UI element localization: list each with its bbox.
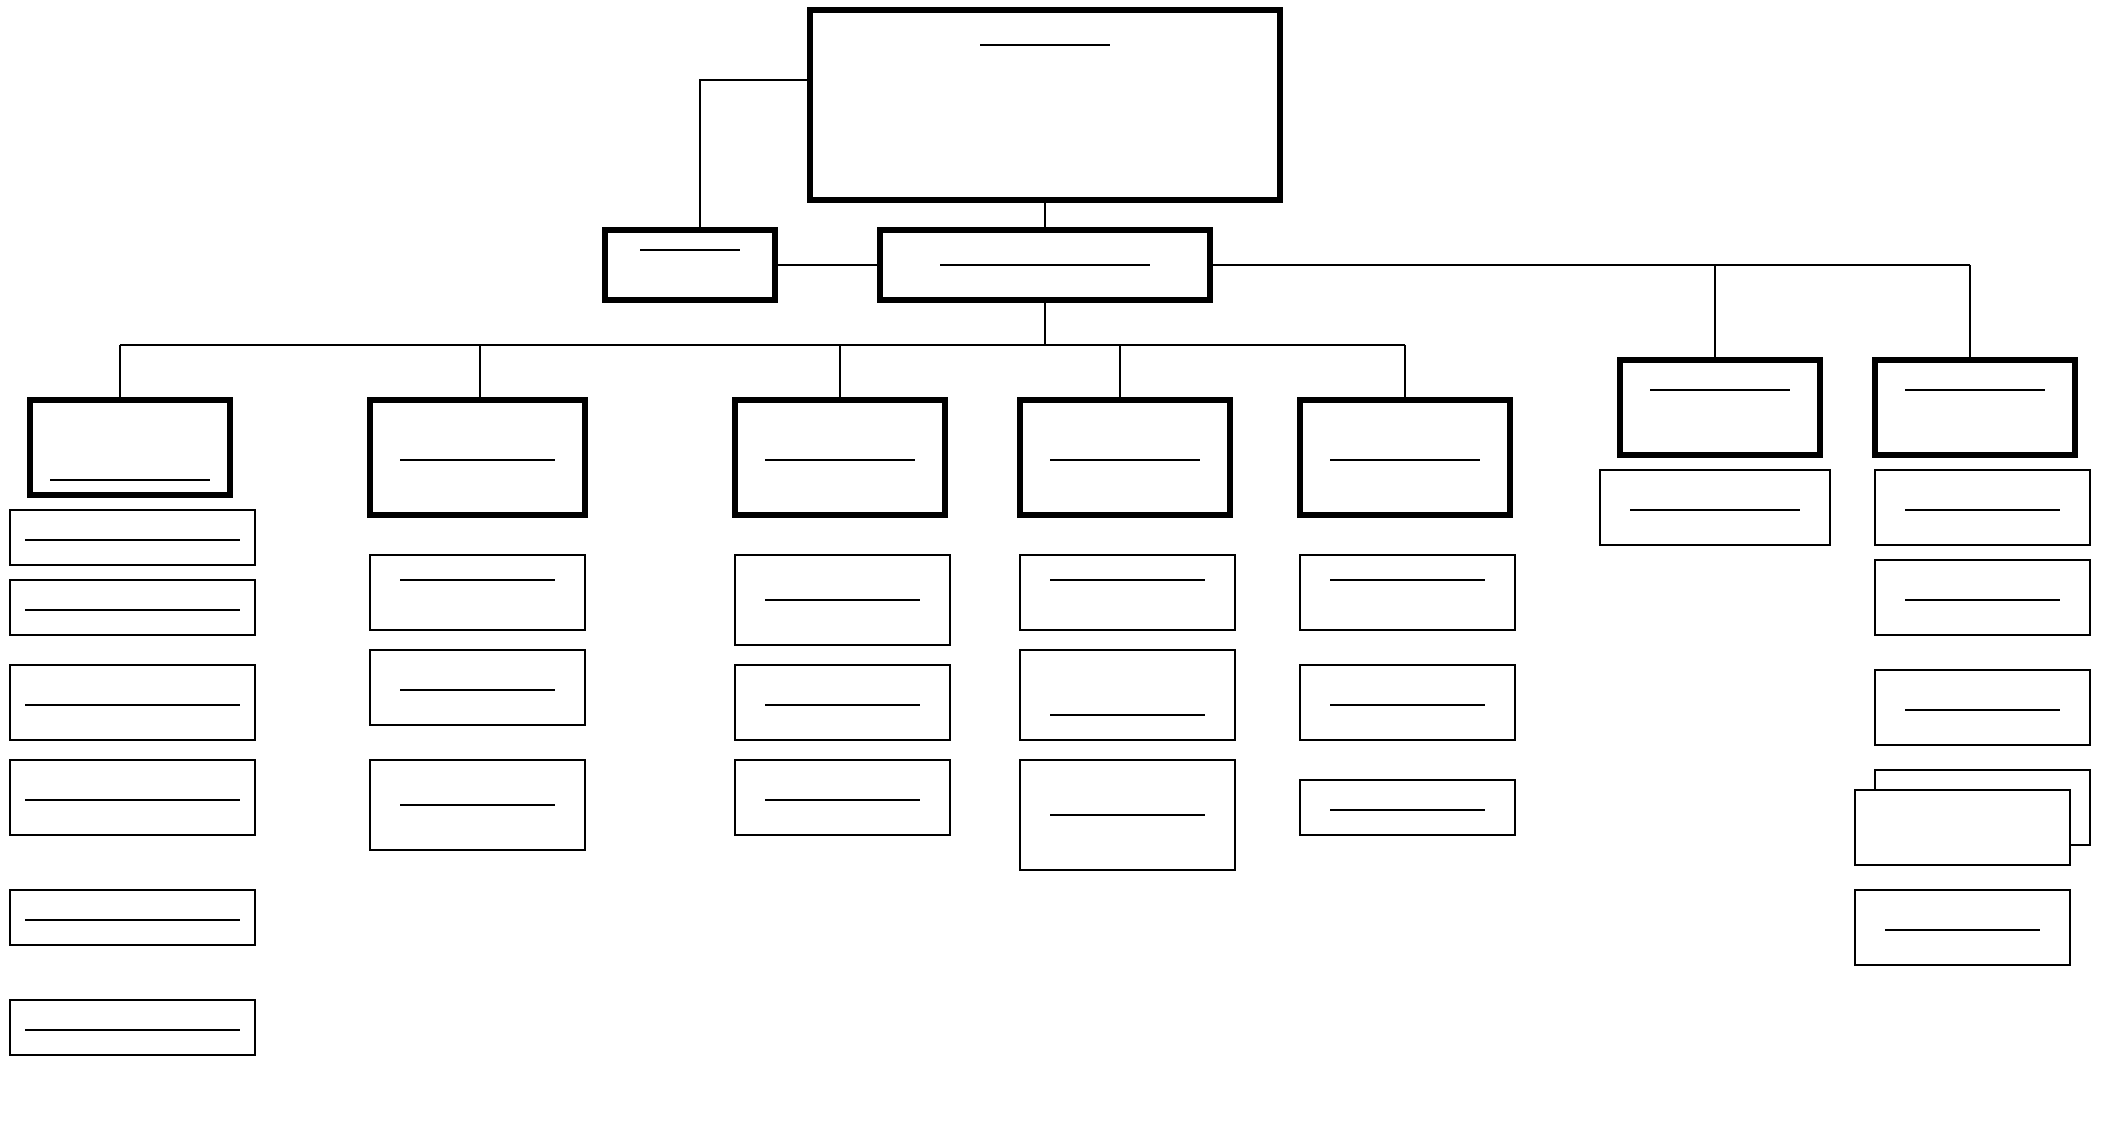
node-col1-head bbox=[30, 400, 230, 495]
node-c2-b1 bbox=[370, 555, 585, 630]
node-c5-b1 bbox=[1300, 555, 1515, 630]
node-c2-b3 bbox=[370, 760, 585, 850]
node-c4-b2 bbox=[1020, 650, 1235, 740]
node-c1-b1 bbox=[10, 510, 255, 565]
node-c1-b4 bbox=[10, 760, 255, 835]
node-col4-head bbox=[1020, 400, 1230, 515]
node-c7-b5 bbox=[1855, 890, 2070, 965]
node-root bbox=[810, 10, 1280, 200]
node-c1-b5 bbox=[10, 890, 255, 945]
node-c1-b6 bbox=[10, 1000, 255, 1055]
node-c3-b2 bbox=[735, 665, 950, 740]
node-tier2-left bbox=[605, 230, 775, 300]
node-col2-head bbox=[370, 400, 585, 515]
node-c1-b2 bbox=[10, 580, 255, 635]
node-c5-b2 bbox=[1300, 665, 1515, 740]
node-c2-b2 bbox=[370, 650, 585, 725]
node-c7-b3 bbox=[1875, 670, 2090, 745]
node-col5-head bbox=[1300, 400, 1510, 515]
node-c6-b1 bbox=[1600, 470, 1830, 545]
connector-root-side-down bbox=[700, 80, 810, 230]
org-chart-diagram bbox=[0, 0, 2106, 1131]
node-c7-b4-offset bbox=[1855, 790, 2070, 865]
node-c3-b1 bbox=[735, 555, 950, 645]
node-c1-b3 bbox=[10, 665, 255, 740]
node-col3-head bbox=[735, 400, 945, 515]
node-col7-head bbox=[1875, 360, 2075, 455]
node-col6-head bbox=[1620, 360, 1820, 455]
node-c3-b3 bbox=[735, 760, 950, 835]
node-c5-b3 bbox=[1300, 780, 1515, 835]
node-c4-b3 bbox=[1020, 760, 1235, 870]
node-c7-b1 bbox=[1875, 470, 2090, 545]
node-c4-b1 bbox=[1020, 555, 1235, 630]
node-tier2-mid bbox=[880, 230, 1210, 300]
node-c7-b2 bbox=[1875, 560, 2090, 635]
